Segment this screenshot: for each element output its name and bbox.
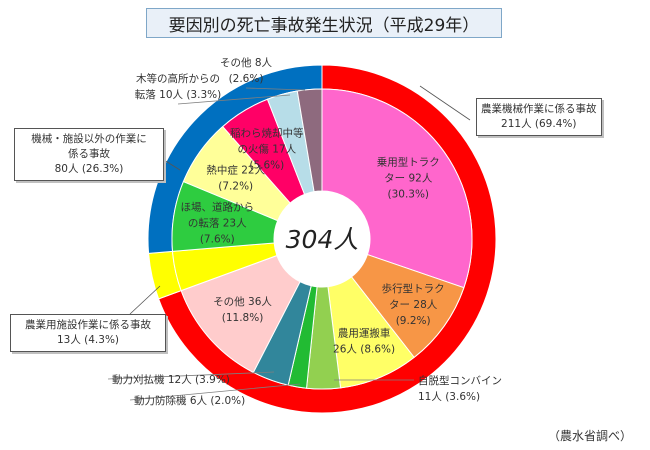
slice-label-12-line-1: (2.6%): [229, 73, 264, 85]
slice-label-8-line-0: ほ場、道路から: [181, 201, 255, 214]
callout-facility-work-line2: 13人 (4.3%): [56, 334, 120, 346]
slice-label-0: 乗用型トラクター 92人 (30.3%): [377, 155, 440, 200]
slice-label-5-line-0: 動力刈払機 12人 (3.9%): [112, 373, 230, 386]
center-hole: [274, 191, 370, 287]
leader-line-5: [107, 371, 275, 380]
callout-non-machine-work: 機械・施設以外の作業に 係る事故 80人 (26.3%): [14, 128, 164, 181]
slice-label-12: その他 8人 (2.6%): [220, 56, 273, 85]
callout-non-machine-work-line3: 80人 (26.3%): [54, 163, 124, 175]
slice-label-10-line-0: 稲わら焼却中等: [230, 127, 304, 140]
slice-label-6: その他 36人 (11.8%): [213, 295, 272, 324]
slice-label-9: 熱中症 22人 (7.2%): [206, 163, 265, 192]
source-note: （農水省調べ）: [547, 429, 632, 443]
slice-label-3-line-0: 自脱型コンバイン: [418, 374, 502, 387]
slice-label-10-line-1: の火傷 17人: [237, 143, 296, 156]
center-total-label: 304人: [286, 225, 359, 254]
slice-label-3: 自脱型コンバイン 11人 (3.6%): [418, 374, 502, 403]
slice-label-0-line-0: 乗用型トラク: [377, 155, 440, 168]
slice-label-11: 木等の高所からの転落 10人 (3.3%): [135, 72, 221, 101]
callout-agri-machinery-line1: 農業機械作業に係る事故: [481, 103, 597, 115]
leader-line-11: [177, 94, 291, 105]
slice-label-3-line-1: 11人 (3.6%): [418, 391, 480, 403]
slice-label-0-line-1: ター 92人: [384, 172, 433, 184]
slice-label-9-line-0: 熱中症 22人: [206, 163, 265, 176]
leader-line-4: [129, 383, 301, 401]
slice-label-11-line-1: 転落 10人 (3.3%): [135, 89, 221, 101]
callout-non-machine-work-line2: 係る事故: [68, 148, 110, 160]
callout-pointer-non-machine-work: [163, 159, 181, 171]
chart-title: 要因別の死亡事故発生状況（平成29年）: [146, 8, 502, 38]
slice-label-11-line-0: 木等の高所からの: [136, 72, 220, 85]
slice-label-5: 動力刈払機 12人 (3.9%): [112, 373, 230, 386]
slice-label-2-line-1: 26人 (8.6%): [333, 344, 395, 356]
slice-label-2: 農用運搬車 26人 (8.6%): [333, 327, 395, 356]
slice-label-9-line-1: (7.2%): [218, 180, 253, 192]
slice-label-0-line-2: (30.3%): [387, 188, 429, 200]
slice-label-4: 動力防除機 6人 (2.0%): [134, 394, 245, 407]
callout-facility-work: 農業用施設作業に係る事故 13人 (4.3%): [10, 314, 166, 352]
callout-non-machine-work-line1: 機械・施設以外の作業に: [31, 133, 147, 145]
slice-label-1: 歩行型トラクター 28人 (9.2%): [382, 282, 445, 327]
slice-label-10-line-2: (5.6%): [249, 160, 284, 172]
callout-agri-machinery-line2: 211人 (69.4%): [501, 118, 577, 130]
slice-label-1-line-1: ター 28人: [389, 299, 438, 311]
slice-label-6-line-0: その他 36人: [213, 295, 272, 308]
slice-label-8: ほ場、道路からの転落 23人 (7.6%): [181, 201, 255, 246]
callout-pointer-facility-work: [129, 285, 161, 315]
slice-label-12-line-0: その他 8人: [220, 56, 273, 69]
slice-label-6-line-1: (11.8%): [222, 312, 264, 324]
callout-pointer-agri-machinery: [419, 85, 471, 121]
callout-facility-work-line1: 農業用施設作業に係る事故: [25, 319, 151, 331]
slice-label-2-line-0: 農用運搬車: [338, 327, 391, 340]
slice-label-4-line-0: 動力防除機 6人 (2.0%): [134, 394, 245, 407]
slice-label-8-line-2: (7.6%): [200, 234, 235, 246]
callout-agri-machinery: 農業機械作業に係る事故 211人 (69.4%): [476, 98, 602, 136]
slice-label-1-line-2: (9.2%): [396, 315, 431, 327]
slice-label-8-line-1: の転落 23人: [188, 218, 247, 230]
slice-label-10: 稲わら焼却中等の火傷 17人 (5.6%): [230, 127, 304, 172]
leader-line-12: [245, 87, 306, 91]
slice-label-1-line-0: 歩行型トラク: [382, 282, 445, 295]
